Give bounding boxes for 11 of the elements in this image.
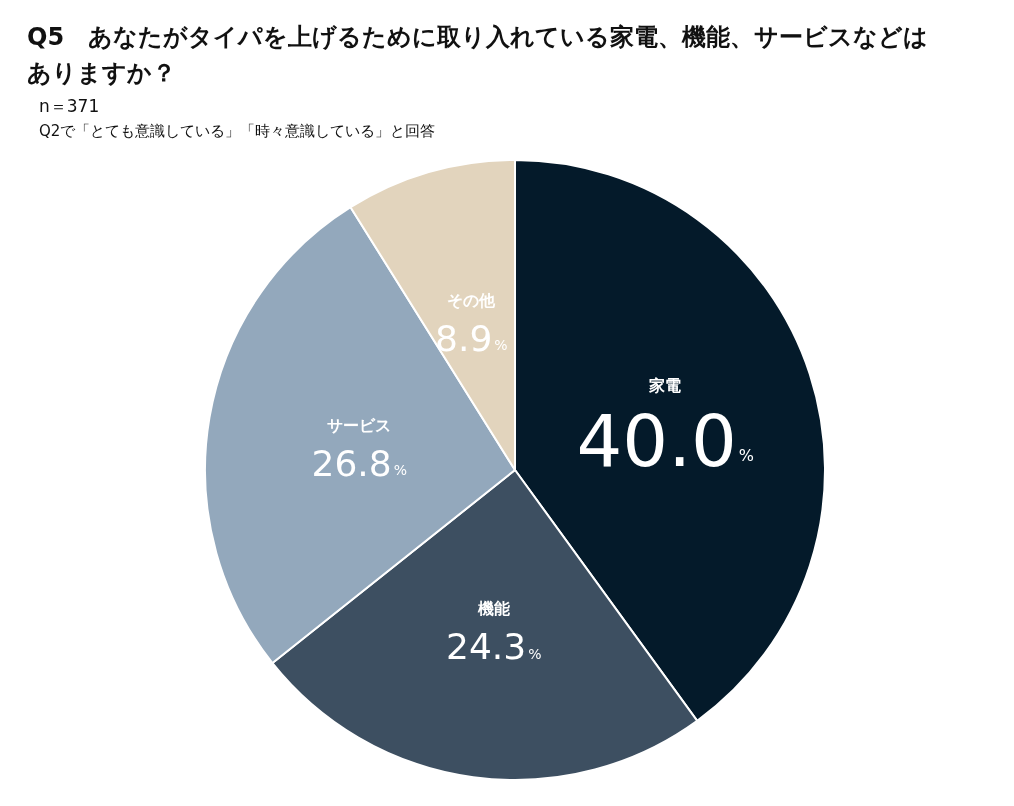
slice-label: 機能 (476, 599, 510, 619)
data-label: 40.0% (576, 399, 755, 484)
slice-label: 家電 (648, 375, 682, 395)
text: Q2で「とても意識している」「時々意識している」と回答 (39, 121, 436, 140)
slice-label: その他 (447, 290, 497, 310)
data-label: 24.3% (445, 626, 542, 668)
chart-subtitle: n＝371 (39, 95, 100, 116)
data-label: 26.8% (311, 442, 407, 484)
chart-title: Q5 あなたがタイパを上げるために取り入れている家電、機能、サービスなどはありますか？ (27, 23, 929, 87)
data-label: 8.9% (435, 317, 508, 359)
slice-label: サービス (327, 415, 392, 435)
